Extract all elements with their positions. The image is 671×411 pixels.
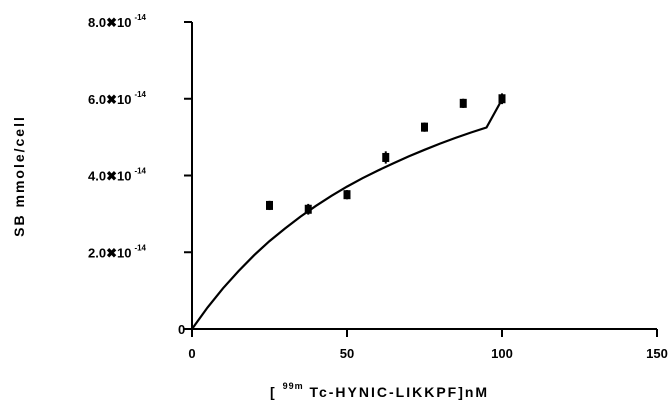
- fit-curve: [191, 98, 503, 330]
- point-marker: [304, 204, 312, 214]
- x-axis-label: [ 99m Tc-HYNIC-LIKKPF]nM: [270, 376, 489, 400]
- y-tick-label: 8.0✖10 -14: [88, 13, 147, 30]
- y-axis-label: SB mmole/cell: [11, 115, 27, 237]
- point-marker: [382, 152, 390, 162]
- data-point: [498, 93, 506, 105]
- x-tick-label: 0: [188, 346, 195, 361]
- data-point: [421, 122, 428, 132]
- data-point: [459, 98, 467, 108]
- point-marker: [266, 200, 273, 210]
- point-marker: [459, 98, 467, 108]
- y-tick-label: 2.0✖10 -14: [88, 243, 147, 260]
- x-axis-label-main: Tc-HYNIC-LIKKPF]nM: [309, 384, 489, 400]
- data-points: [266, 93, 506, 215]
- y-tick-label: 6.0✖10 -14: [88, 90, 147, 107]
- point-marker: [421, 122, 428, 132]
- x-tick-label: 150: [646, 346, 668, 361]
- data-point: [304, 203, 312, 215]
- y-tick-label: 0: [178, 322, 185, 337]
- x-tick-label: 50: [340, 346, 354, 361]
- y-tick-label: 4.0✖10 -14: [88, 167, 147, 184]
- plot-area: 0 2.0✖10 -14 4.0✖10 -14 6.0✖10 -14 8.0✖10 -14 0 5…: [88, 13, 668, 361]
- x-tick-label: 100: [491, 346, 513, 361]
- x-axis-label-sup: 99m: [283, 381, 304, 391]
- point-marker: [343, 190, 351, 200]
- data-point: [343, 190, 351, 200]
- y-ticks: 0 2.0✖10 -14 4.0✖10 -14 6.0✖10 -14 8.0✖10 -14: [88, 13, 192, 337]
- data-point: [382, 151, 390, 164]
- data-point: [266, 200, 273, 211]
- x-ticks: 0 50 100 150: [188, 329, 668, 361]
- point-marker: [498, 94, 506, 104]
- x-axis-label-open: [: [270, 384, 277, 400]
